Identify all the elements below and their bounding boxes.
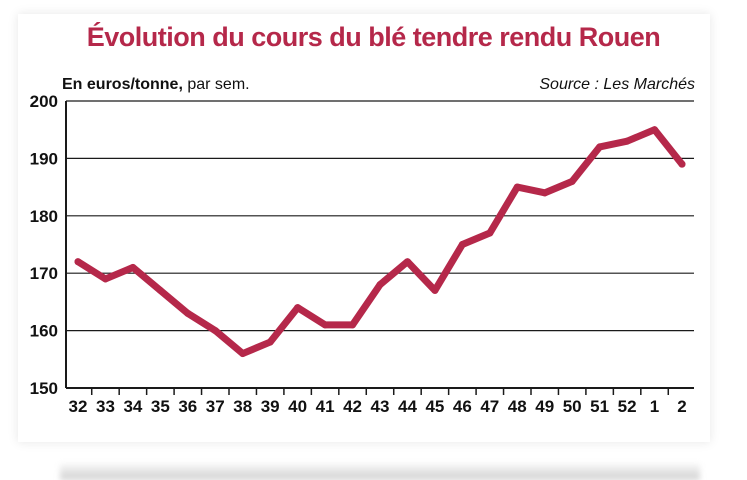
data-point-1 [651,126,659,134]
x-tick-label-50: 50 [563,397,582,416]
source-label: Source : Les Marchés [539,76,695,93]
x-tick-label-51: 51 [590,397,609,416]
data-point-43 [376,281,384,289]
x-tick-label-46: 46 [453,397,472,416]
data-point-44 [403,258,411,266]
data-point-42 [349,321,357,329]
data-point-49 [541,189,549,197]
series-line-0 [74,126,686,358]
y-tick-label-150: 150 [30,379,58,398]
data-point-48 [513,183,521,191]
data-point-2 [678,160,686,168]
data-point-37 [211,327,219,335]
x-tick-label-49: 49 [535,397,554,416]
data-point-39 [266,338,274,346]
unit-label-bold: En euros/tonne, [62,76,183,93]
x-tick-label-34: 34 [123,397,142,416]
x-tick-label-48: 48 [508,397,527,416]
x-tick-label-47: 47 [480,397,499,416]
x-tick-label-38: 38 [233,397,252,416]
x-tick-label-33: 33 [96,397,115,416]
data-point-35 [156,286,164,294]
x-tick-label-43: 43 [371,397,390,416]
data-point-34 [129,263,137,271]
data-point-50 [568,177,576,185]
data-point-33 [101,275,109,283]
data-point-47 [486,229,494,237]
data-point-41 [321,321,329,329]
data-point-36 [184,309,192,317]
x-tick-label-44: 44 [398,397,417,416]
unit-label-rest: par sem. [182,76,250,93]
x-tick-label-36: 36 [178,397,197,416]
x-tick-label-52: 52 [618,397,637,416]
x-tick-label-39: 39 [261,397,280,416]
data-point-40 [294,304,302,312]
x-tick-label-35: 35 [151,397,170,416]
y-tick-label-200: 200 [30,92,58,111]
x-tick-label-32: 32 [69,397,88,416]
x-tick-label-42: 42 [343,397,362,416]
x-tick-label-37: 37 [206,397,225,416]
cropped-text-fragment [60,464,700,480]
chart-title: Évolution du cours du blé tendre rendu R… [86,22,661,52]
unit-label: En euros/tonne, par sem. [62,76,250,94]
data-point-52 [623,137,631,145]
y-tick-label-180: 180 [30,207,58,226]
x-tick-label-2: 2 [677,397,686,416]
data-point-51 [596,143,604,151]
chart-card [18,14,710,442]
data-point-46 [458,241,466,248]
data-point-45 [431,286,439,294]
x-tick-label-45: 45 [425,397,444,416]
y-tick-label-160: 160 [30,322,58,341]
y-tick-label-190: 190 [30,149,58,168]
data-point-38 [239,350,247,358]
x-tick-label-40: 40 [288,397,307,416]
data-point-32 [74,258,82,266]
y-tick-label-170: 170 [30,264,58,283]
x-tick-label-41: 41 [316,397,335,416]
x-tick-label-1: 1 [650,397,659,416]
